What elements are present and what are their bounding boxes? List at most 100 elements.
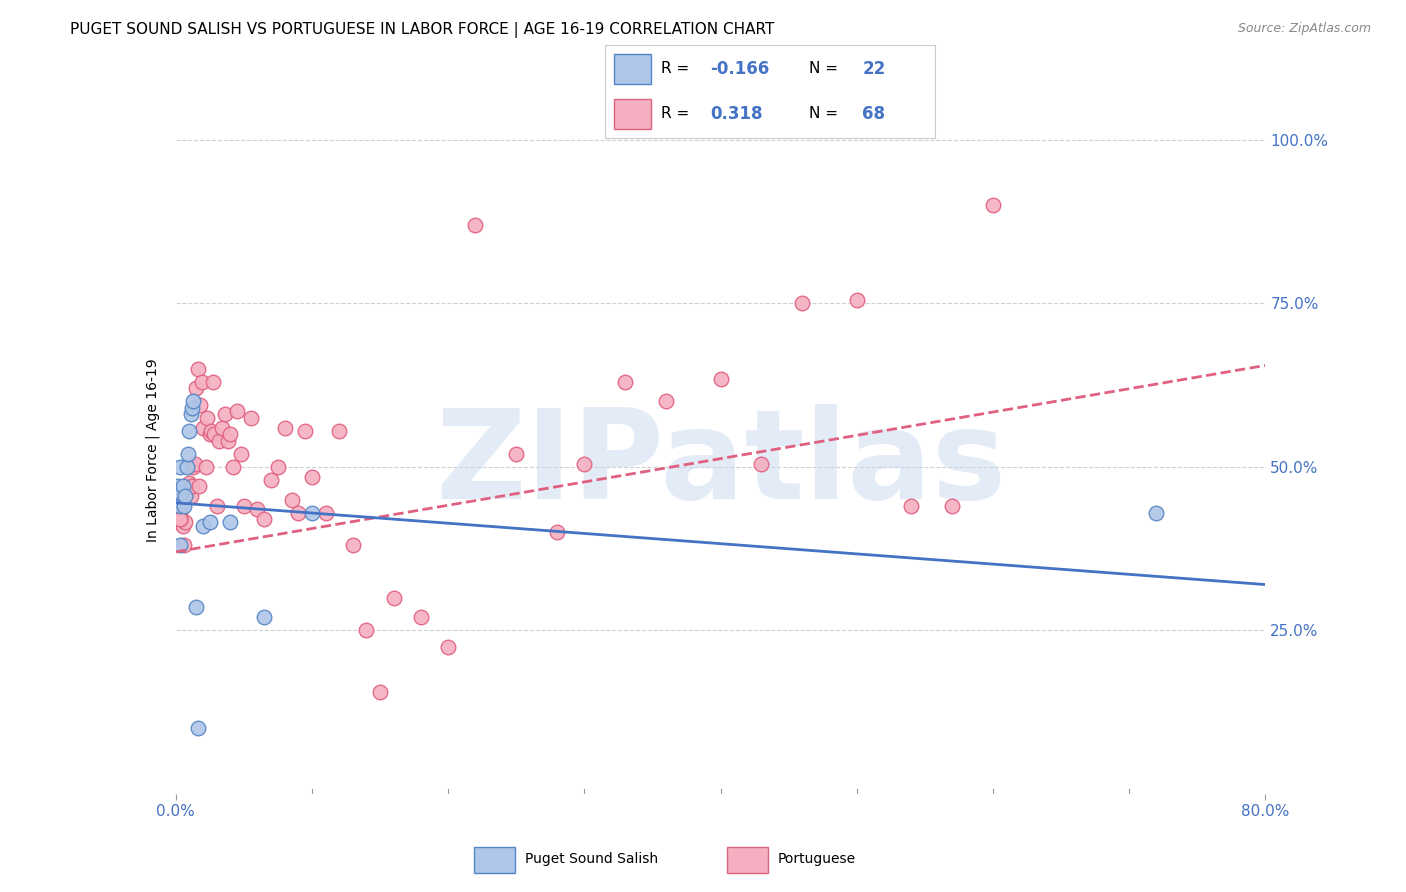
Point [253,610,276,624]
Point [437,640,460,654]
Point [195,410,218,425]
Point [177,447,200,461]
Y-axis label: In Labor Force | Age 16-19: In Labor Force | Age 16-19 [145,359,160,542]
Point [172,518,194,533]
Point [186,722,209,736]
Point [169,506,191,520]
Point [231,447,253,461]
Text: 0.318: 0.318 [710,105,763,123]
Point [184,457,207,471]
Text: N =: N = [810,106,844,121]
Point [191,518,214,533]
Point [710,371,733,385]
Point [246,502,269,516]
Point [169,499,191,513]
Point [183,394,205,409]
Point [173,538,195,552]
Point [201,375,224,389]
Point [169,512,191,526]
FancyBboxPatch shape [614,99,651,129]
Point [170,486,193,500]
Point [546,525,568,540]
Point [181,479,204,493]
Point [294,424,316,438]
Point [301,469,323,483]
Text: N =: N = [810,62,844,77]
Text: R =: R = [661,106,695,121]
Point [169,538,191,552]
Point [188,398,211,412]
Text: Puget Sound Salish: Puget Sound Salish [524,852,658,865]
Text: ZIPatlas: ZIPatlas [434,404,1007,524]
Point [574,457,596,471]
Point [208,434,231,448]
Point [941,499,963,513]
Point [176,459,198,474]
FancyBboxPatch shape [474,847,515,872]
Point [179,424,201,438]
Point [239,410,262,425]
FancyBboxPatch shape [727,847,768,872]
Point [328,424,350,438]
Point [167,516,190,530]
Point [169,459,191,474]
Point [180,408,202,422]
Text: 22: 22 [862,60,886,78]
Point [173,499,195,513]
Point [170,489,193,503]
Point [253,512,276,526]
Point [179,476,201,491]
Point [900,499,922,513]
Point [226,404,249,418]
Text: Portuguese: Portuguese [778,852,856,865]
Point [368,685,391,699]
Point [174,489,197,503]
Point [181,401,204,415]
Point [211,420,233,434]
Point [214,408,236,422]
Point [315,506,337,520]
Point [186,381,208,395]
Point [274,420,297,434]
Point [981,198,1004,212]
Point [177,479,200,493]
Point [180,489,202,503]
FancyBboxPatch shape [614,54,651,84]
Point [174,516,197,530]
Text: PUGET SOUND SALISH VS PORTUGUESE IN LABOR FORCE | AGE 16-19 CORRELATION CHART: PUGET SOUND SALISH VS PORTUGUESE IN LABO… [70,22,775,38]
Point [287,506,309,520]
Point [186,600,208,615]
Text: R =: R = [661,62,695,77]
Point [172,479,194,493]
Point [1144,506,1167,520]
Point [751,457,773,471]
Point [217,434,239,448]
Point [356,624,378,638]
Point [280,492,302,507]
Point [202,427,225,442]
Point [198,516,221,530]
Point [187,479,209,493]
Point [194,459,217,474]
Point [260,473,283,487]
Point [176,486,198,500]
Point [169,512,191,526]
Point [186,361,209,376]
Point [614,375,637,389]
Point [219,427,242,442]
Text: -0.166: -0.166 [710,60,769,78]
Point [464,218,486,232]
Point [183,459,205,474]
Text: 68: 68 [862,105,886,123]
Point [219,516,242,530]
Point [191,420,214,434]
Point [505,447,527,461]
Point [301,506,323,520]
Point [792,296,814,310]
Point [845,293,868,307]
Point [198,427,221,442]
Point [267,459,290,474]
Text: Source: ZipAtlas.com: Source: ZipAtlas.com [1237,22,1371,36]
Point [409,610,432,624]
Point [342,538,364,552]
